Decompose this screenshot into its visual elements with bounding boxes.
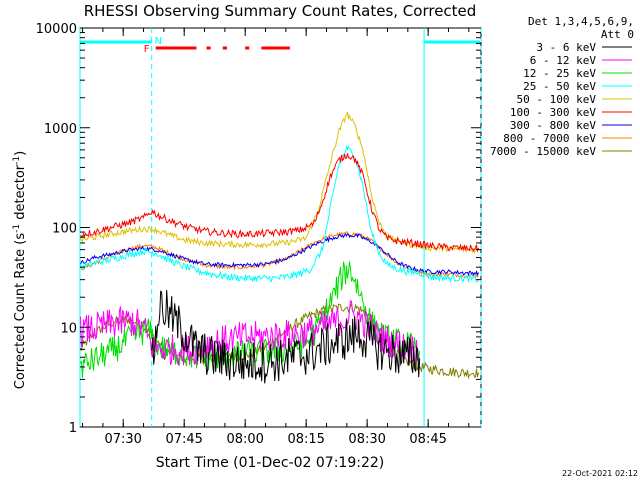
legend-item-label: 7000 - 15000 keV: [490, 145, 596, 158]
y-tick-label: 10000: [36, 22, 77, 37]
chart-title: RHESSI Observing Summary Count Rates, Co…: [84, 2, 477, 20]
legend-item-label: 300 - 800 keV: [510, 119, 596, 132]
y-tick-label: 100: [52, 222, 77, 237]
flare-flag-label: F: [144, 44, 150, 55]
generation-timestamp: 22-Oct-2021 02:12: [562, 469, 638, 478]
legend-item-label: 3 - 6 keV: [536, 41, 596, 54]
x-tick-label: 07:45: [165, 432, 202, 447]
legend-item-label: 50 - 100 keV: [517, 93, 597, 106]
legend-header-attenuator: Att 0: [601, 28, 634, 41]
legend-item-label: 6 - 12 keV: [530, 54, 597, 67]
series-line-1: [151, 289, 421, 384]
y-tick-label: 10: [60, 321, 77, 336]
legend-item-label: 100 - 300 keV: [510, 106, 596, 119]
x-tick-label: 07:30: [104, 432, 141, 447]
x-tick-label: 08:00: [226, 432, 263, 447]
x-tick-label: 08:30: [348, 432, 385, 447]
series-line-4: [80, 145, 479, 284]
series-line-6: [80, 153, 479, 253]
x-tick-label: 08:45: [409, 432, 446, 447]
legend-item-label: 12 - 25 keV: [523, 67, 596, 80]
x-tick-label: 08:15: [287, 432, 324, 447]
legend-item-label: 25 - 50 keV: [523, 80, 596, 93]
x-axis-label: Start Time (01-Dec-02 07:19:22): [156, 455, 384, 471]
night-flag-label: N: [155, 36, 162, 47]
legend-header-detectors: Det 1,3,4,5,6,9,: [528, 15, 634, 28]
y-axis-label: Corrected Count Rate (s-1 detector-1): [12, 151, 28, 389]
y-tick-label: 1: [69, 421, 77, 436]
legend-item-label: 800 - 7000 keV: [503, 132, 596, 145]
y-tick-label: 1000: [44, 122, 77, 137]
series-line-5: [80, 111, 479, 255]
series-line-2: [80, 299, 420, 367]
